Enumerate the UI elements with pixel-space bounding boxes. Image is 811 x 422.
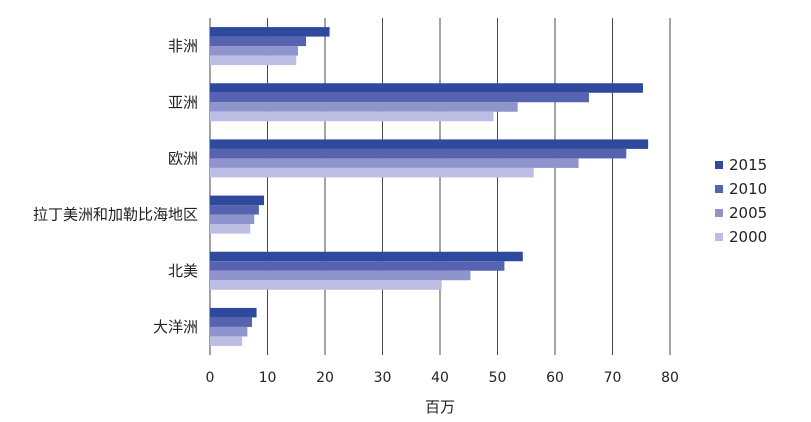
legend-label: 2010 — [729, 180, 767, 198]
bar-2010-3 — [210, 205, 259, 215]
bar-2005-3 — [210, 214, 255, 225]
legend-label: 2015 — [729, 156, 767, 174]
bar-2000-2 — [210, 167, 534, 178]
x-tick-label: 80 — [661, 370, 679, 386]
category-label: 大洋洲 — [153, 318, 198, 336]
x-tick-label: 10 — [259, 370, 277, 386]
bar-2010-2 — [210, 148, 627, 159]
category-label: 拉丁美洲和加勒比海地区 — [33, 206, 198, 224]
legend: 2015 2010 2005 2000 — [715, 156, 767, 246]
bar-2010-5 — [210, 317, 252, 327]
bar-2015-4 — [210, 251, 523, 262]
bar-2010-0 — [210, 36, 307, 47]
bar-2015-3 — [210, 195, 265, 206]
category-label: 欧洲 — [168, 149, 198, 167]
bar-2000-5 — [210, 336, 243, 346]
legend-label: 2000 — [729, 228, 767, 246]
legend-swatch-2005 — [715, 209, 723, 217]
legend-swatch-2000 — [715, 233, 723, 241]
x-tick-label: 0 — [206, 370, 215, 386]
bar-2000-1 — [210, 111, 494, 122]
bar-2005-1 — [210, 102, 518, 112]
x-axis-title: 百万 — [425, 398, 455, 416]
gridlines — [209, 18, 671, 355]
x-tick-label: 50 — [489, 370, 507, 386]
x-tick-labels: 0 10 20 30 40 50 60 70 80 — [206, 370, 679, 386]
x-tick-label: 60 — [546, 370, 564, 386]
bar-2005-2 — [210, 158, 579, 168]
legend-swatch-2015 — [715, 161, 723, 169]
bar-2000-3 — [210, 224, 251, 234]
x-tick-label: 30 — [374, 370, 392, 386]
x-tick-label: 70 — [604, 370, 622, 386]
bar-2005-0 — [210, 46, 298, 56]
legend-swatch-2010 — [715, 185, 723, 193]
bar-2005-5 — [210, 326, 248, 337]
bar-2015-1 — [210, 83, 643, 93]
bar-2010-4 — [210, 261, 505, 271]
bar-2015-0 — [210, 27, 330, 37]
bar-2005-4 — [210, 270, 471, 281]
bar-2015-5 — [210, 307, 257, 318]
bar-2000-0 — [210, 55, 297, 66]
legend-label: 2005 — [729, 204, 767, 222]
category-label: 亚洲 — [168, 93, 198, 111]
bars — [210, 27, 649, 346]
bar-2000-4 — [210, 280, 442, 290]
bar-2015-2 — [210, 139, 649, 149]
bar-2010-1 — [210, 92, 589, 103]
category-label: 非洲 — [168, 37, 198, 55]
x-tick-label: 40 — [431, 370, 449, 386]
category-label: 北美 — [168, 262, 198, 280]
x-tick-label: 20 — [316, 370, 334, 386]
